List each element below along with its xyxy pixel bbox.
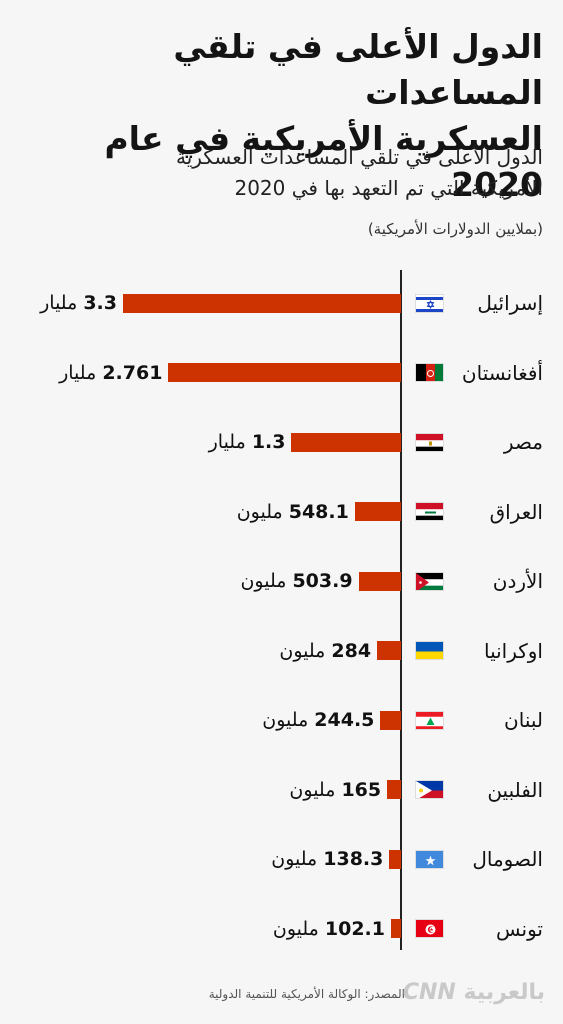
value-number: 138.3: [323, 848, 384, 870]
logo-cnn-text: CNN: [402, 980, 456, 1005]
country-label-israel: إسرائيل: [477, 291, 543, 315]
value-label-jordan: 503.9 مليون: [240, 567, 352, 595]
title-line-2: العسكرية الأمريكية في عام 2020: [104, 119, 543, 204]
unit-note: (بملايين الدولارات الأمريكية): [367, 220, 543, 238]
value-unit: مليون: [271, 848, 324, 870]
value-number: 102.1: [324, 917, 385, 940]
value-label-lebanon: 244.5 مليون: [262, 706, 374, 734]
value-number: 244.5: [314, 709, 375, 731]
value-unit: مليون: [272, 917, 325, 940]
country-label-jordan: الأردن: [492, 569, 543, 593]
ukraine-flag-icon: [415, 641, 444, 660]
value-number: 2.761: [102, 361, 163, 384]
value-number: 165: [341, 778, 382, 801]
country-label-iraq: العراق: [489, 499, 543, 524]
value-unit: مليون: [236, 500, 289, 523]
value-unit: مليون: [279, 639, 332, 662]
value-unit: مليار: [40, 292, 84, 314]
value-unit: مليار: [208, 431, 252, 453]
jordan-flag-icon: [415, 571, 444, 591]
lebanon-flag-icon: [415, 710, 444, 730]
bar-tunisia: [391, 919, 401, 938]
cnn-arabic-logo: بالعربية CNN: [403, 979, 545, 1007]
value-number: 3.3: [83, 292, 117, 314]
country-label-tunisia: تونس: [496, 916, 543, 941]
value-label-afghanistan: 2.761 مليار: [59, 359, 162, 387]
value-label-philippines: 165 مليون: [289, 776, 381, 804]
bar-israel: [123, 293, 401, 313]
value-label-tunisia: 102.1 مليون: [273, 915, 385, 943]
bar-lebanon: [380, 710, 401, 730]
bar-ukraine: [377, 641, 401, 660]
title-line-1: الدول الأعلى في تلقي المساعدات: [173, 27, 543, 112]
country-label-afghanistan: أفغانستان: [461, 360, 543, 385]
chart-subtitle: الدول الأعلى في تلقي المساعدات العسكرية …: [18, 142, 543, 204]
country-label-somalia: الصومال: [472, 847, 543, 871]
israel-flag-icon: [415, 293, 444, 313]
country-label-philippines: الفلبين: [487, 777, 543, 802]
bar-egypt: [291, 432, 401, 452]
value-number: 284: [331, 639, 372, 662]
chart-title: الدول الأعلى في تلقي المساعدات العسكرية …: [18, 24, 543, 208]
source-note: المصدر: الوكالة الأمريكية للتنمية الدولي…: [208, 987, 405, 1001]
bar-iraq: [354, 502, 401, 521]
value-unit: مليون: [262, 709, 315, 731]
bar-philippines: [387, 780, 401, 799]
egypt-flag-icon: [415, 432, 444, 452]
tunisia-flag-icon: [415, 919, 444, 938]
value-label-iraq: 548.1 مليون: [237, 498, 349, 526]
value-label-israel: 3.3 مليار: [40, 289, 117, 317]
value-number: 503.9: [292, 570, 353, 592]
country-label-ukraine: اوكرانيا: [483, 638, 543, 663]
country-label-egypt: مصر: [503, 430, 543, 454]
bar-somalia: [389, 849, 401, 869]
afghanistan-flag-icon: [415, 363, 444, 382]
value-number: 548.1: [288, 500, 349, 523]
value-unit: مليون: [240, 570, 293, 592]
somalia-flag-icon: [415, 849, 444, 869]
value-label-somalia: 138.3 مليون: [271, 845, 383, 873]
bar-afghanistan: [168, 363, 401, 382]
country-label-lebanon: لبنان: [504, 708, 543, 732]
subtitle-line-1: الدول الأعلى في تلقي المساعدات العسكرية: [176, 145, 543, 169]
value-unit: مليار: [59, 361, 103, 384]
value-label-egypt: 1.3 مليار: [209, 428, 286, 456]
logo-arabic-text: بالعربية: [463, 980, 545, 1005]
value-number: 1.3: [251, 431, 286, 453]
bar-jordan: [358, 571, 401, 591]
chart-axis-line: [400, 270, 402, 950]
subtitle-line-2: الأمريكية التي تم التعهد بها في 2020: [234, 176, 543, 200]
iraq-flag-icon: [415, 502, 444, 521]
value-label-ukraine: 284 مليون: [279, 637, 371, 665]
value-unit: مليون: [289, 778, 342, 801]
philippines-flag-icon: [415, 780, 444, 799]
